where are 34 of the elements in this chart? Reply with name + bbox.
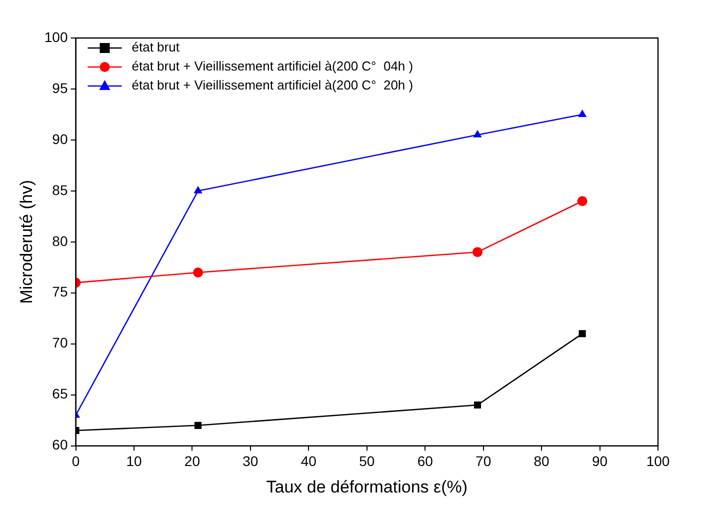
x-tick-label: 40 bbox=[300, 453, 317, 470]
x-tick-label: 70 bbox=[476, 453, 492, 470]
point bbox=[578, 109, 587, 117]
legend-label: état brut + Vieillissement artificiel à(200 C° 20h ) bbox=[132, 78, 414, 93]
x-tick-label: 50 bbox=[359, 453, 375, 470]
y-tick-label: 80 bbox=[52, 232, 68, 249]
x-tick-label: 80 bbox=[534, 453, 550, 470]
x-tick-label: 30 bbox=[242, 453, 258, 470]
point bbox=[577, 196, 588, 206]
y-tick-label: 100 bbox=[44, 28, 68, 45]
x-tick-label: 0 bbox=[72, 453, 80, 470]
y-tick-label: 95 bbox=[52, 80, 68, 96]
x-axis-title: Taux de déformations ε(%) bbox=[266, 477, 468, 496]
y-tick-label: 70 bbox=[52, 334, 68, 351]
point bbox=[473, 130, 482, 138]
y-tick-label: 85 bbox=[52, 182, 68, 198]
point bbox=[578, 330, 586, 338]
y-tick-label: 90 bbox=[52, 130, 68, 147]
x-tick-label: 20 bbox=[184, 453, 200, 470]
legend-label: état brut + Vieillissement artificiel à(200 C° 04h ) bbox=[132, 58, 414, 74]
y-tick-label: 65 bbox=[52, 386, 68, 402]
x-tick-label: 90 bbox=[592, 453, 608, 470]
y-axis-title: Microderuté (hv) bbox=[16, 180, 36, 304]
point bbox=[194, 422, 202, 429]
x-tick-label: 60 bbox=[417, 453, 434, 470]
x-tick-label: 10 bbox=[126, 453, 142, 470]
point bbox=[472, 247, 483, 258]
point bbox=[193, 267, 204, 278]
y-tick-label: 60 bbox=[52, 436, 68, 453]
x-tick-label: 100 bbox=[646, 453, 670, 470]
point bbox=[194, 186, 202, 194]
legend-label: état brut bbox=[132, 40, 180, 55]
point bbox=[474, 401, 482, 409]
y-tick-label: 75 bbox=[52, 284, 68, 300]
